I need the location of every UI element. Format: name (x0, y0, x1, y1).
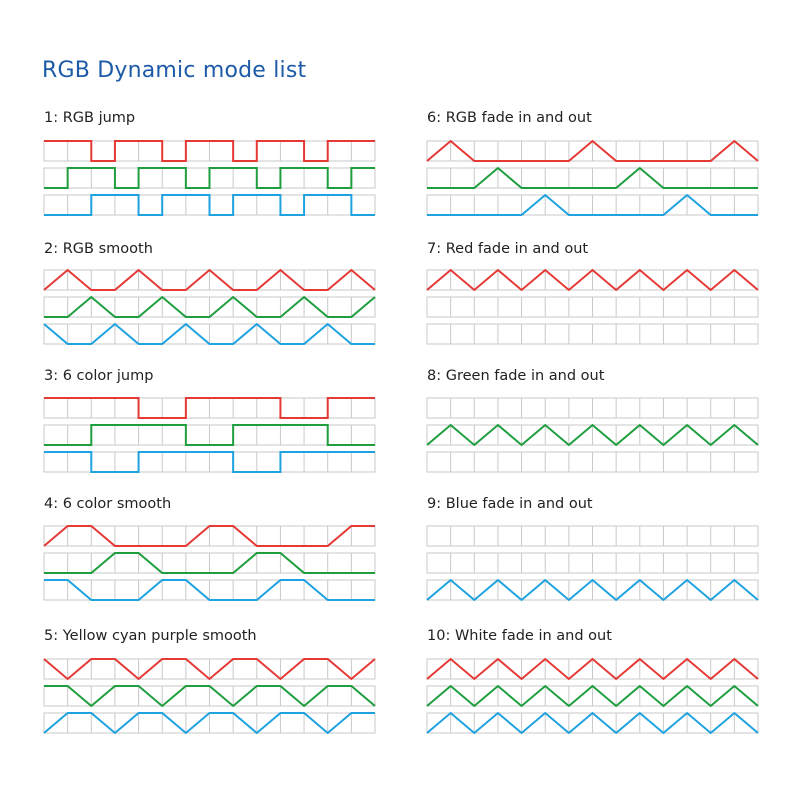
blue-waveform (43, 322, 375, 345)
mode-label: 8: Green fade in and out (427, 368, 605, 384)
grid-row-green (43, 424, 376, 446)
blue-waveform (43, 712, 375, 735)
green-waveform (44, 424, 375, 446)
mode-label: 6: RGB fade in and out (427, 110, 592, 126)
grid-row-red (43, 269, 376, 291)
blue-waveform (426, 711, 759, 735)
green-waveform (44, 295, 376, 318)
grid-row-blue (426, 451, 759, 473)
red-waveform (44, 397, 375, 419)
green-waveform (426, 423, 759, 447)
grid-row-green (426, 296, 759, 318)
blue-waveform (44, 579, 375, 601)
red-waveform (426, 139, 759, 162)
grid-row-red (426, 525, 759, 547)
mode-label: 10: White fade in and out (427, 628, 612, 644)
mode-block-7: 7: Red fade in and out (426, 241, 759, 345)
blue-waveform (44, 451, 375, 473)
green-waveform (427, 166, 758, 189)
grid-row-blue (43, 451, 376, 473)
grid-row-green (426, 167, 759, 189)
green-waveform (44, 685, 376, 708)
mode-label: 3: 6 color jump (44, 368, 153, 384)
blue-waveform (44, 194, 375, 216)
grid-row-red (43, 397, 376, 419)
mode-block-2: 2: RGB smooth (43, 241, 376, 345)
mode-label: 9: Blue fade in and out (427, 496, 593, 512)
mode-block-9: 9: Blue fade in and out (426, 496, 759, 602)
mode-block-8: 8: Green fade in and out (426, 368, 759, 473)
red-waveform (43, 525, 375, 547)
grid-row-red (426, 140, 759, 162)
red-waveform (43, 658, 376, 681)
mode-label: 4: 6 color smooth (44, 496, 171, 512)
red-waveform (426, 268, 759, 292)
red-waveform (44, 140, 375, 162)
grid-row-blue (426, 323, 759, 345)
mode-label: 2: RGB smooth (44, 241, 153, 257)
green-waveform (426, 684, 759, 708)
mode-block-5: 5: Yellow cyan purple smooth (43, 628, 376, 735)
mode-block-4: 4: 6 color smooth (43, 496, 376, 601)
mode-block-10: 10: White fade in and out (426, 628, 759, 735)
grid-row-red (426, 397, 759, 419)
page-title: RGB Dynamic mode list (42, 58, 307, 83)
grid-row-green (43, 552, 376, 574)
mode-label: 5: Yellow cyan purple smooth (44, 628, 257, 644)
mode-block-6: 6: RGB fade in and out (426, 110, 759, 216)
grid-row-red (43, 658, 376, 680)
mode-label: 7: Red fade in and out (427, 241, 588, 257)
grid-row-red (43, 525, 376, 547)
grid-row-blue (426, 194, 759, 216)
red-waveform (426, 657, 759, 681)
blue-waveform (426, 578, 759, 602)
blue-waveform (427, 193, 758, 216)
red-waveform (43, 268, 376, 291)
grid-row-red (43, 140, 376, 162)
green-waveform (44, 552, 375, 574)
grid-row-green (426, 552, 759, 574)
mode-label: 1: RGB jump (44, 110, 135, 126)
green-waveform (44, 167, 375, 189)
mode-block-1: 1: RGB jump (43, 110, 376, 216)
mode-block-3: 3: 6 color jump (43, 368, 376, 473)
